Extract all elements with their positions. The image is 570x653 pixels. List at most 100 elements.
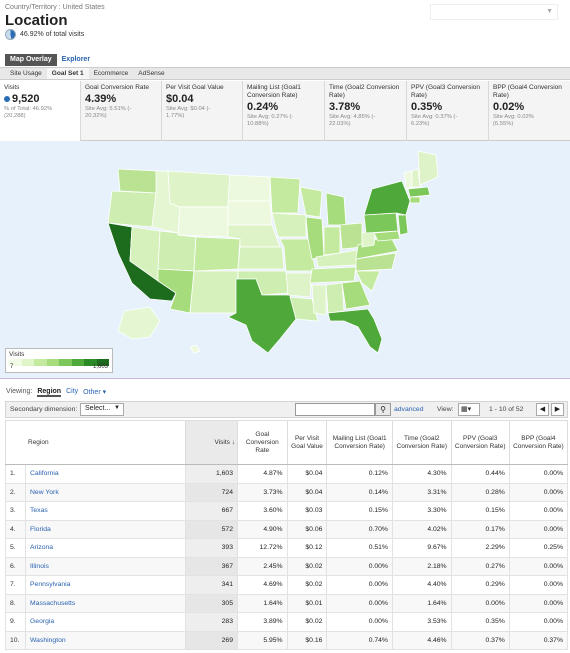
table-cell: 393 bbox=[185, 538, 238, 558]
col-bpp[interactable]: BPP (Goal4 Conversion Rate) bbox=[508, 420, 569, 465]
metric-per-visit-goal-value[interactable]: Per Visit Goal Value $0.04 Site Avg: $0.… bbox=[162, 81, 243, 141]
col-ppv[interactable]: PPV (Goal3 Conversion Rate) bbox=[450, 420, 510, 465]
tab-explorer[interactable]: Explorer bbox=[61, 56, 91, 63]
state-alabama bbox=[325, 282, 345, 314]
advanced-filter-link[interactable]: advanced bbox=[394, 406, 424, 413]
state-pennsylvania bbox=[363, 212, 399, 234]
chevron-down-icon: ▼ bbox=[546, 8, 553, 15]
table-cell: 3.60% bbox=[237, 501, 288, 521]
table-cell: 367 bbox=[185, 556, 238, 576]
state-washington bbox=[117, 168, 159, 194]
table-row: 10. Washington 269 5.95% $0.16 0.74% 4.46% 0.37… bbox=[5, 630, 569, 650]
tab-adsense[interactable]: AdSense bbox=[138, 70, 165, 77]
state-alaska bbox=[117, 306, 161, 340]
region-link[interactable]: California bbox=[25, 464, 186, 484]
metric-sub: Site Avg: 0.27% (- bbox=[247, 114, 294, 120]
view-toggle[interactable]: ▦▾ bbox=[458, 403, 480, 416]
metric-delta: (6.55%) bbox=[493, 121, 514, 127]
table-cell: 0.00% bbox=[508, 612, 569, 632]
metric-label: PPV (Goal3 Conversion Rate) bbox=[411, 84, 481, 99]
table-cell: 0.74% bbox=[326, 630, 393, 650]
prev-page-icon[interactable]: ◀ bbox=[536, 403, 549, 416]
col-region[interactable]: Region bbox=[5, 420, 186, 465]
metric-delta: 20.32%) bbox=[85, 113, 107, 119]
col-time[interactable]: Time (Goal2 Conversion Rate) bbox=[391, 420, 452, 465]
table-cell: 0.14% bbox=[326, 482, 393, 502]
metric-sub: % of Total: 46.92% bbox=[4, 106, 53, 112]
region-link[interactable]: Florida bbox=[25, 519, 186, 539]
region-link[interactable]: Texas bbox=[25, 501, 186, 521]
table-cell: 0.27% bbox=[450, 556, 510, 576]
metric-sub: Site Avg: $0.04 (- bbox=[166, 106, 211, 112]
table-cell: 0.15% bbox=[450, 501, 510, 521]
metric-ppv[interactable]: PPV (Goal3 Conversion Rate) 0.35% Site A… bbox=[407, 81, 489, 141]
table-cell: 572 bbox=[185, 519, 238, 539]
metric-value: 9,520 bbox=[12, 93, 40, 105]
tab-goal-set-1[interactable]: Goal Set 1 bbox=[46, 68, 89, 79]
secondary-dimension-select[interactable]: Select... ▼ bbox=[80, 403, 124, 416]
viewing-city[interactable]: City bbox=[66, 388, 79, 395]
table-cell: 0.44% bbox=[450, 464, 510, 484]
region-link[interactable]: Pennsylvania bbox=[25, 575, 186, 595]
table-row: 7. Pennsylvania 341 4.69% $0.02 0.00% 4.40% 0.2… bbox=[5, 575, 569, 595]
col-per-visit-goal-value[interactable]: Per Visit Goal Value bbox=[286, 420, 328, 465]
region-link[interactable]: New York bbox=[25, 482, 186, 502]
pagination-range: 1 - 10 of 52 bbox=[489, 406, 524, 413]
col-mailing-list[interactable]: Mailing List (Goal1 Conversion Rate) bbox=[326, 420, 393, 465]
table-search-input[interactable] bbox=[295, 403, 375, 416]
row-index: 10. bbox=[5, 630, 26, 650]
state-south-carolina bbox=[355, 270, 381, 292]
row-index: 6. bbox=[5, 556, 26, 576]
state-connecticut bbox=[409, 196, 421, 204]
next-page-icon[interactable]: ▶ bbox=[551, 403, 564, 416]
table-cell: 4.40% bbox=[391, 575, 452, 595]
metric-time[interactable]: Time (Goal2 Conversion Rate) 3.78% Site … bbox=[325, 81, 407, 141]
region-link[interactable]: Georgia bbox=[25, 612, 186, 632]
date-range-selector[interactable]: ▼ bbox=[430, 4, 558, 20]
region-link[interactable]: Illinois bbox=[25, 556, 186, 576]
region-link[interactable]: Arizona bbox=[25, 538, 186, 558]
metric-label: Mailing List (Goal1 Conversion Rate) bbox=[247, 84, 301, 99]
col-visits-label: Visits bbox=[214, 438, 230, 446]
pct-of-total-text: 46.92% of total visits bbox=[20, 31, 85, 38]
table-cell: 0.00% bbox=[326, 575, 393, 595]
metric-goal-conversion-rate[interactable]: Goal Conversion Rate 4.39% Site Avg: 5.5… bbox=[81, 81, 162, 141]
table-cell: $0.01 bbox=[286, 593, 328, 613]
secondary-dimension-label: Secondary dimension: bbox=[10, 406, 78, 413]
table-cell: 0.00% bbox=[326, 556, 393, 576]
viewing-other[interactable]: Other ▾ bbox=[83, 389, 107, 396]
metric-sub: Site Avg: 4.85% (- bbox=[329, 114, 376, 120]
table-cell: 3.89% bbox=[237, 612, 288, 632]
col-visits[interactable]: Visits ↓ bbox=[185, 420, 238, 465]
state-indiana bbox=[323, 226, 341, 256]
tab-map-overlay[interactable]: Map Overlay bbox=[5, 54, 57, 66]
region-link[interactable]: Massachusetts bbox=[25, 593, 186, 613]
table-row: 1. California 1,603 4.87% $0.04 0.12% 4.30% 0.4… bbox=[5, 464, 569, 484]
state-mississippi bbox=[311, 284, 327, 316]
table-cell: $0.02 bbox=[286, 612, 328, 632]
row-index: 8. bbox=[5, 593, 26, 613]
col-goal-conversion-rate[interactable]: Goal Conversion Rate bbox=[237, 420, 288, 465]
metric-mailing-list[interactable]: Mailing List (Goal1 Conversion Rate) 0.2… bbox=[243, 81, 325, 141]
view-tabs: Map Overlay Explorer bbox=[5, 54, 95, 66]
metric-label: Goal Conversion Rate bbox=[85, 84, 149, 91]
tab-site-usage[interactable]: Site Usage bbox=[10, 70, 42, 77]
metric-visits[interactable]: Visits 9,520 % of Total: 46.92% (20,288) bbox=[0, 81, 81, 141]
pct-of-total: 46.92% of total visits bbox=[5, 29, 84, 40]
table-cell: 341 bbox=[185, 575, 238, 595]
search-icon[interactable]: ⚲ bbox=[375, 403, 391, 416]
tab-ecommerce[interactable]: Ecommerce bbox=[93, 70, 129, 77]
state-oregon bbox=[107, 190, 157, 228]
region-table: Region Visits ↓ Goal Conversion Rate Per… bbox=[5, 420, 569, 650]
state-missouri bbox=[279, 238, 317, 272]
state-new-jersey bbox=[397, 214, 409, 236]
table-cell: 0.00% bbox=[508, 593, 569, 613]
legend-title: Visits bbox=[9, 351, 25, 358]
row-index: 4. bbox=[5, 519, 26, 539]
us-map[interactable] bbox=[0, 141, 570, 379]
viewing-region[interactable]: Region bbox=[37, 388, 62, 397]
region-link[interactable]: Washington bbox=[25, 630, 186, 650]
metric-sub: Site Avg: 0.37% (- bbox=[411, 114, 458, 120]
table-cell: 0.00% bbox=[508, 575, 569, 595]
metric-bpp[interactable]: BPP (Goal4 Conversion Rate) 0.02% Site A… bbox=[489, 81, 570, 141]
